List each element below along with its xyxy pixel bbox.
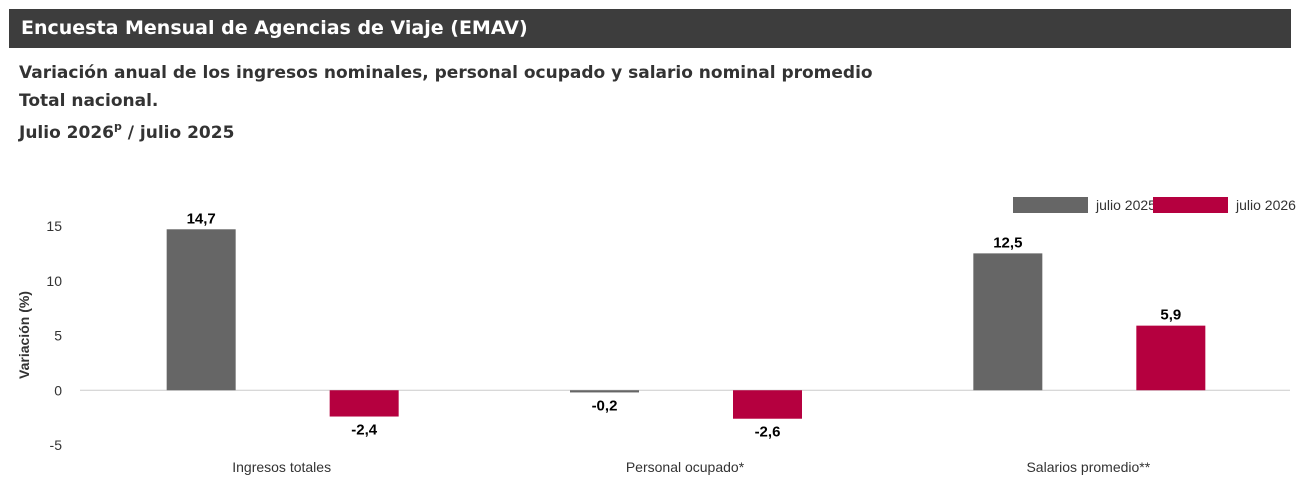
data-label: 5,9 [1160, 307, 1181, 324]
period-current: Julio 2026 [19, 123, 114, 143]
bar [166, 229, 236, 391]
data-label: 12,5 [993, 234, 1022, 251]
data-label: 14,7 [187, 210, 216, 227]
data-label: -2,4 [351, 422, 378, 439]
bar [329, 390, 399, 417]
header-bar: Encuesta Mensual de Agencias de Viaje (E… [9, 9, 1291, 48]
y-tick-label: 5 [54, 328, 62, 344]
y-tick-label: -5 [50, 437, 63, 453]
legend-label: julio 2026 [1235, 197, 1296, 213]
chart-subtitle-line-1: Variación anual de los ingresos nominale… [19, 63, 873, 83]
bar [570, 390, 639, 393]
chart-subtitle-line-2: Total nacional. [19, 91, 159, 111]
legend-label: julio 2025 [1095, 197, 1156, 213]
y-axis-title: Variación (%) [16, 291, 32, 379]
legend-swatch [1153, 197, 1228, 213]
bar [1136, 325, 1206, 391]
period-previous: / julio 2025 [121, 123, 235, 143]
data-label: -0,2 [592, 397, 618, 414]
y-tick-label: 0 [54, 382, 62, 398]
bar [733, 390, 802, 419]
chart-subtitle-line-3: Julio 2026p / julio 2025 [19, 120, 235, 143]
legend-swatch [1013, 197, 1088, 213]
x-category-label: Ingresos totales [232, 459, 331, 475]
data-label: -2,6 [755, 424, 781, 441]
y-tick-label: 10 [46, 273, 62, 289]
x-category-label: Salarios promedio** [1026, 459, 1150, 475]
provisional-mark: p [114, 120, 122, 133]
header-title: Encuesta Mensual de Agencias de Viaje (E… [21, 17, 528, 39]
x-category-label: Personal ocupado* [626, 459, 745, 475]
bar [973, 253, 1043, 391]
y-tick-label: 15 [46, 218, 62, 234]
